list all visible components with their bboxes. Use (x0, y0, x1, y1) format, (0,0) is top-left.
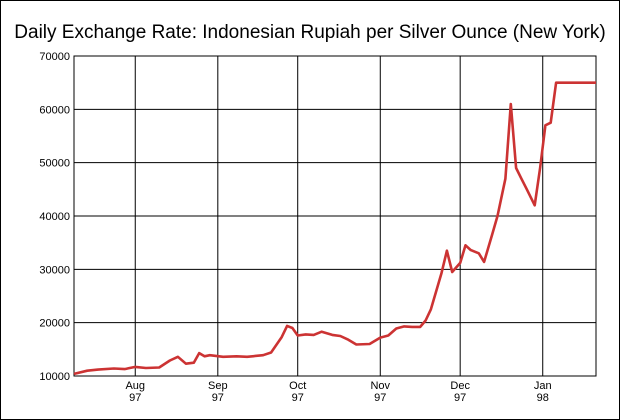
x-tick-year: 97 (374, 392, 386, 404)
x-tick-month: Jan (534, 380, 552, 392)
y-tick-label: 10000 (39, 371, 70, 383)
y-tick-label: 70000 (39, 51, 70, 63)
y-tick-label: 40000 (39, 211, 70, 223)
x-tick-month: Dec (450, 380, 470, 392)
y-tick-label: 60000 (39, 104, 70, 116)
x-tick-year: 98 (537, 392, 549, 404)
tick-labels: 10000200003000040000500006000070000Aug97… (39, 51, 551, 404)
series-line (73, 81, 596, 376)
plot-area (73, 55, 597, 377)
x-tick-year: 97 (292, 392, 304, 404)
x-tick-month: Aug (125, 380, 145, 392)
grid (74, 55, 596, 377)
x-tick-year: 97 (129, 392, 141, 404)
x-tick-year: 97 (212, 392, 224, 404)
x-tick-month: Oct (289, 380, 306, 392)
x-tick-year: 97 (454, 392, 466, 404)
y-tick-label: 20000 (39, 318, 70, 330)
x-tick-month: Nov (370, 380, 390, 392)
y-tick-label: 30000 (39, 264, 70, 276)
x-tick-month: Sep (208, 380, 228, 392)
y-tick-label: 50000 (39, 158, 70, 170)
chart-title: Daily Exchange Rate: Indonesian Rupiah p… (14, 22, 606, 43)
